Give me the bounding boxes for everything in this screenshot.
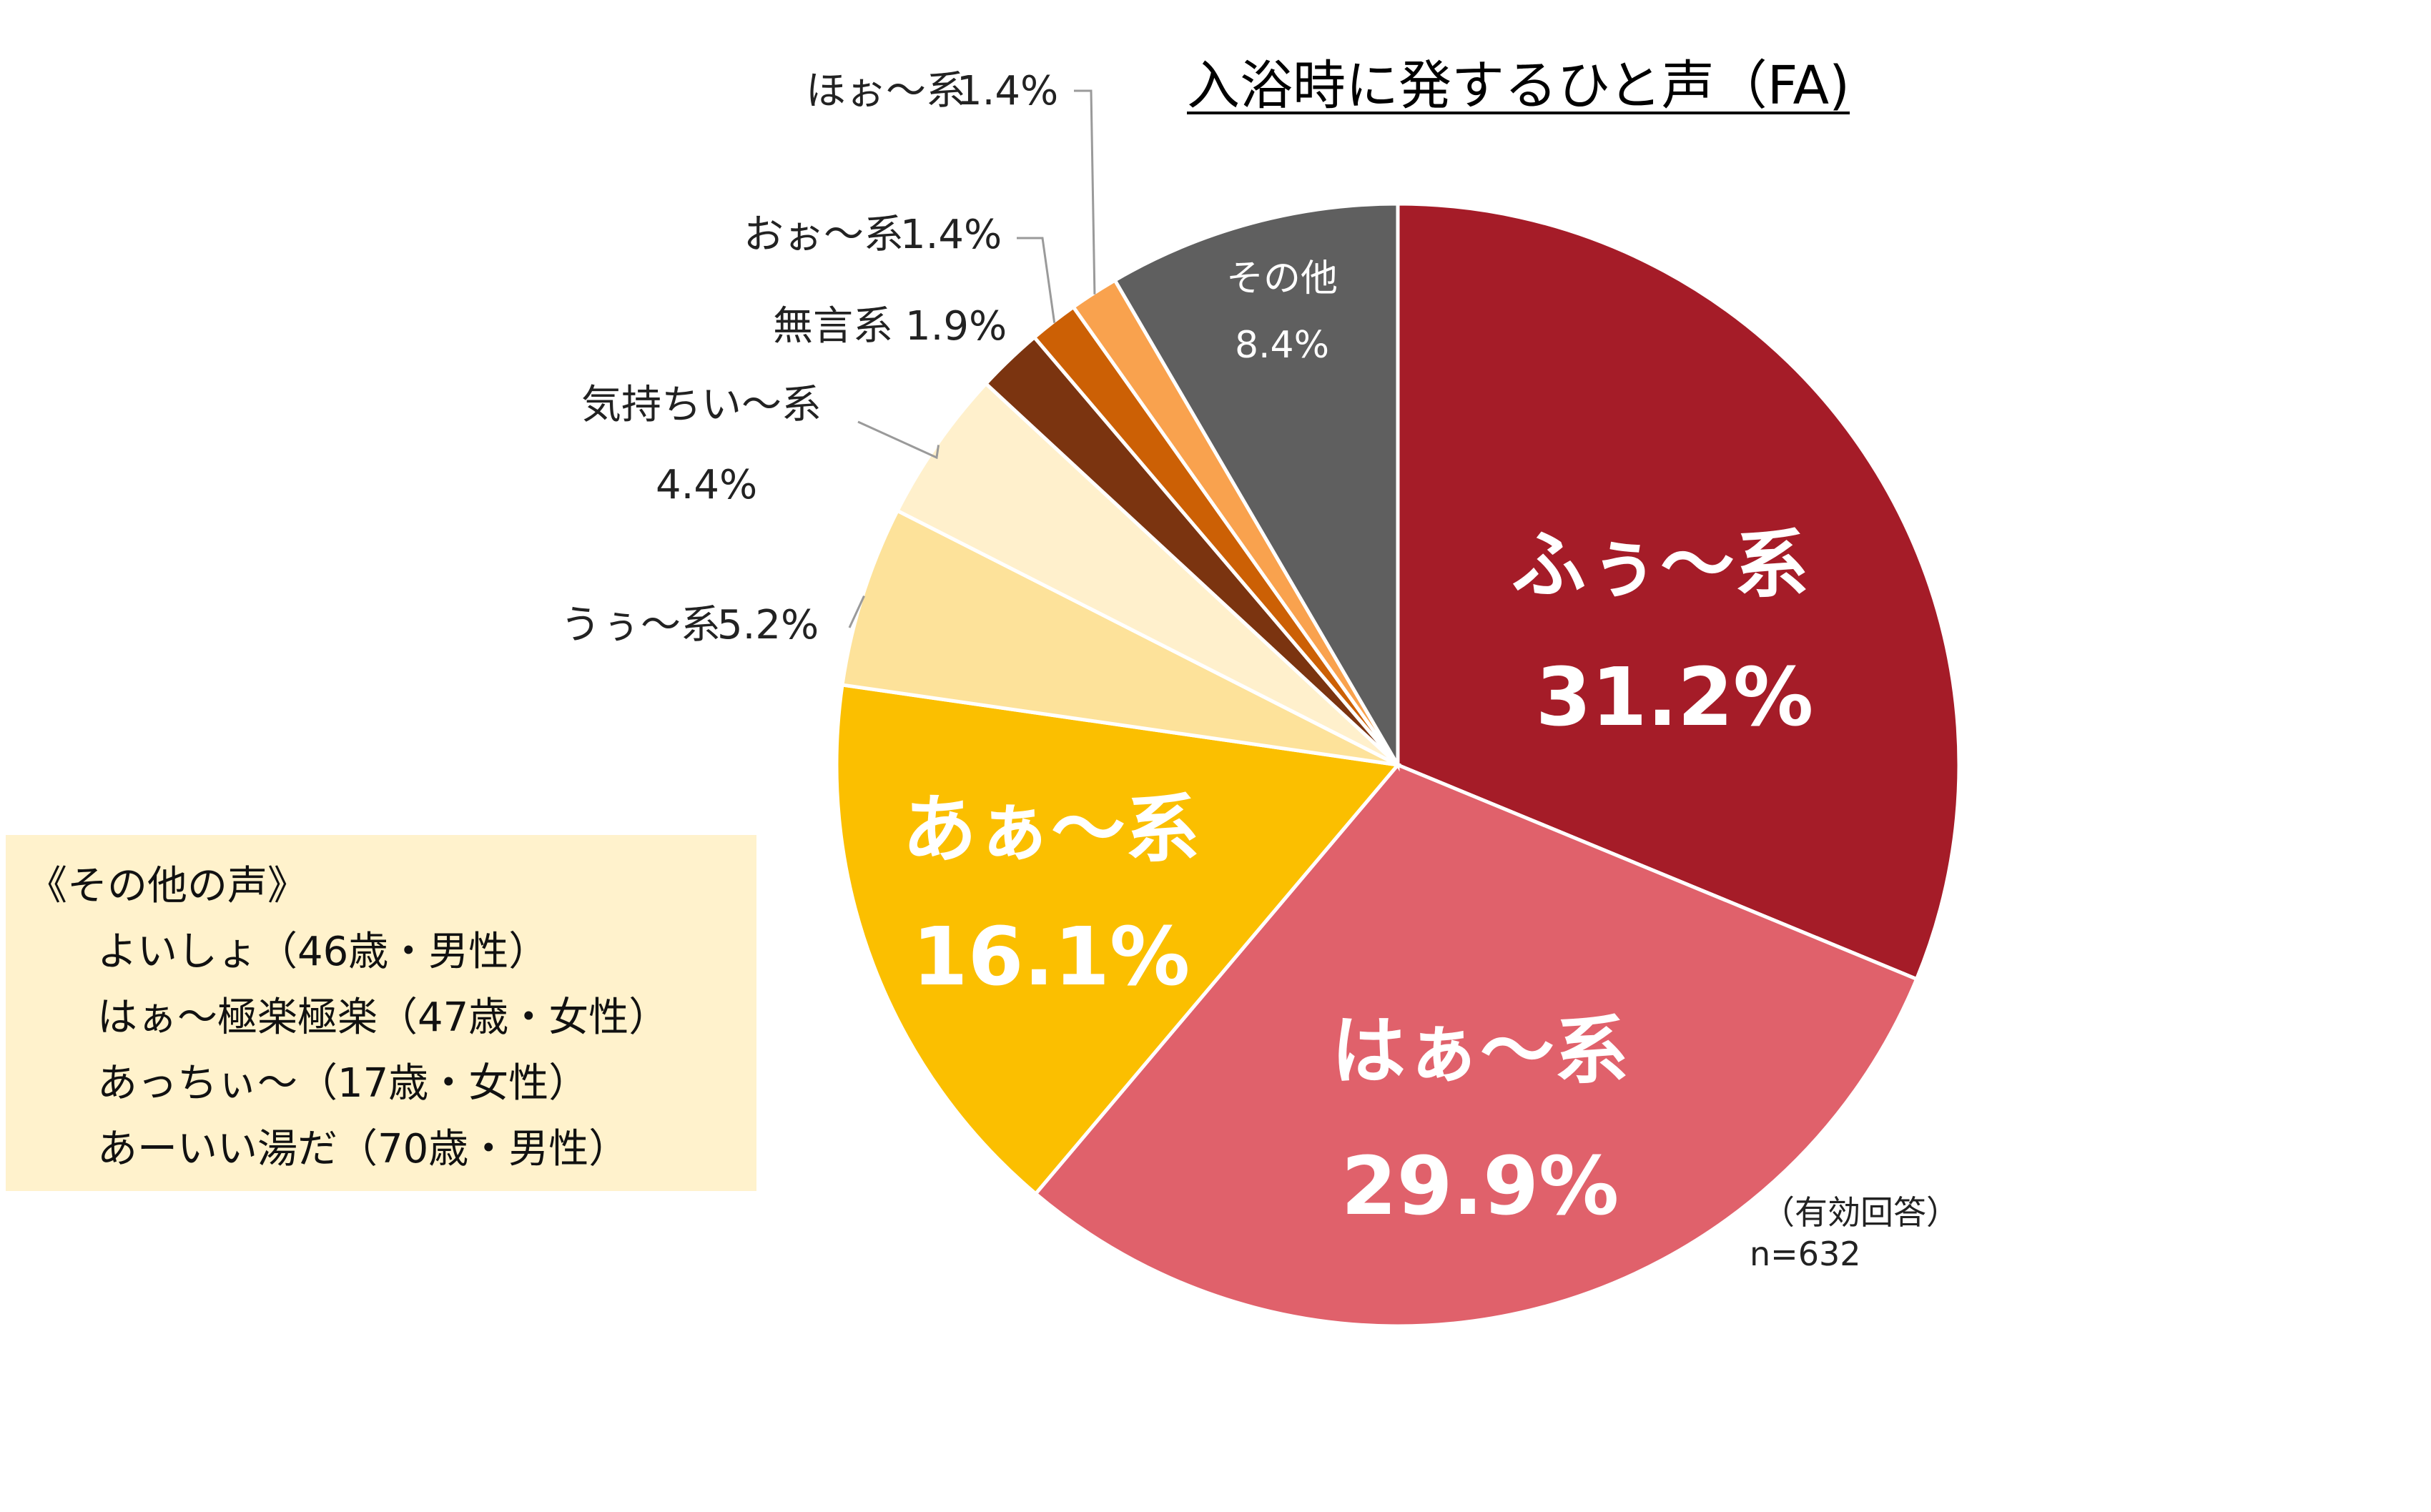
leader-lines (848, 89, 1096, 628)
other-voice-item: はぁ〜極楽極楽（47歳・女性） (97, 994, 669, 1041)
other-voices-title: 《その他の声》 (27, 863, 307, 909)
slice-value-kimochii: 4.4% (656, 462, 757, 508)
slice-label-other: その他 (1226, 257, 1338, 300)
slice-value-mugon: 1.9% (905, 303, 1007, 350)
sample-label: （有効回答） (1762, 1193, 1959, 1232)
slice-value-haa: 29.9% (1341, 1140, 1619, 1233)
other-voice-item: よいしょ（46歳・男性） (97, 929, 549, 975)
pie-slice-kimochii (894, 381, 1399, 767)
pie-slices (834, 202, 1961, 1328)
slice-label-fuu: ふぅ〜系 (1512, 521, 1809, 608)
slice-label-aa: あぁ〜系 (902, 786, 1200, 873)
slice-label-haa: はぁ〜系 (1331, 1007, 1629, 1095)
leader-line-hoo (1074, 89, 1096, 295)
other-voice-item: あーいい湯だ（70歳・男性） (97, 1126, 629, 1172)
leader-line-oo (1017, 237, 1056, 323)
chart-title: 入浴時に発するひと声（FA) (1187, 55, 1850, 117)
other-voices-box: 《その他の声》 よいしょ（46歳・男性） はぁ〜極楽極楽（47歳・女性） あっち… (6, 835, 756, 1191)
pie-slice-aa (834, 683, 1401, 1197)
leader-line-uu (848, 596, 865, 628)
pie-slice-haa (1032, 762, 1919, 1328)
slice-label-mugon: 無言系 (773, 303, 893, 350)
slice-label-oo: おぉ〜系 (744, 212, 904, 258)
sample-n: n=632 (1750, 1235, 1861, 1273)
pie-slice-other (1112, 202, 1400, 772)
leader-line-kimochii (857, 420, 940, 460)
slice-value-hoo: 1.4% (957, 68, 1058, 114)
slice-value-uu: 5.2% (717, 602, 819, 648)
pie-slice-fuu (1396, 202, 1961, 982)
slice-label-hoo: ほぉ〜系 (806, 68, 966, 114)
slice-label-uu: うぅ〜系 (561, 602, 721, 648)
slice-value-other: 8.4% (1235, 324, 1329, 367)
slice-label-kimochii: 気持ちい〜系 (581, 382, 822, 428)
slice-value-fuu: 31.2% (1536, 651, 1814, 744)
slice-value-oo: 1.4% (900, 212, 1002, 258)
pie-slice-uu (840, 508, 1399, 767)
slice-value-aa: 16.1% (912, 911, 1190, 1004)
other-voice-item: あっちぃ〜（17歳・女性） (97, 1060, 589, 1107)
